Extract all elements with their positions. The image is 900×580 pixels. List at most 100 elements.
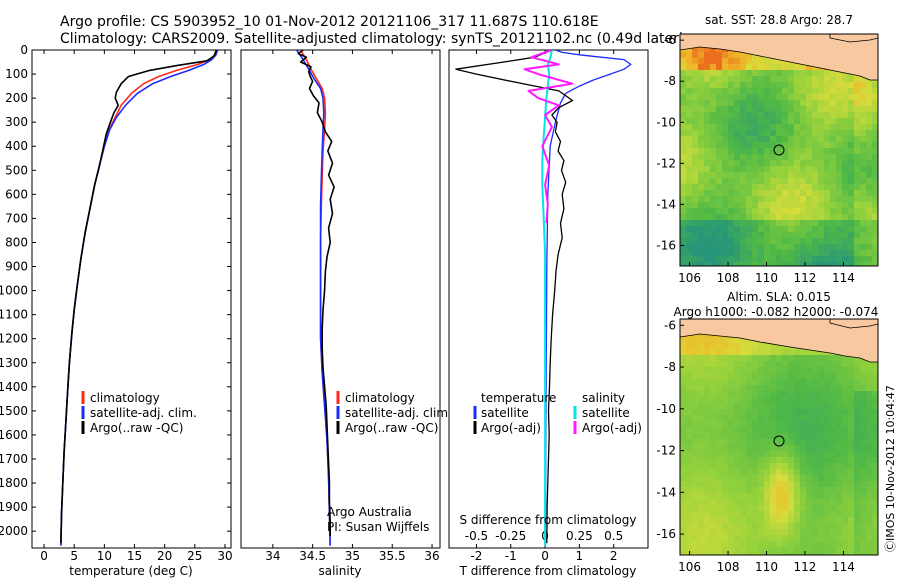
map-cell <box>770 517 777 524</box>
map-cell <box>830 541 837 548</box>
map-cell <box>686 505 693 512</box>
map-cell <box>704 445 711 452</box>
map-cell <box>848 499 855 506</box>
map-cell <box>776 487 783 494</box>
map-cell <box>794 190 801 197</box>
map-cell <box>830 403 837 410</box>
map-cell <box>740 184 747 191</box>
map-cell <box>776 214 783 221</box>
map-cell <box>794 202 801 209</box>
map-cell <box>740 214 747 221</box>
map-cell <box>806 220 813 227</box>
map-cell <box>854 415 861 422</box>
map-cell <box>686 421 693 428</box>
map-cell <box>728 553 735 555</box>
map-cell <box>746 142 753 149</box>
map-cell <box>746 124 753 131</box>
map-cell <box>764 547 771 554</box>
map-cell <box>800 415 807 422</box>
map-lon-label: 108 <box>717 271 740 285</box>
map-cell <box>722 196 729 203</box>
map-cell <box>758 373 765 380</box>
map-cell <box>788 70 795 77</box>
figure-title-line1: Argo profile: CS 5903952_10 01-Nov-2012 … <box>60 14 599 30</box>
map-cell <box>836 100 843 107</box>
map-cell <box>800 511 807 518</box>
map-cell <box>794 409 801 416</box>
map-cell <box>728 160 735 167</box>
map-cell <box>698 256 705 263</box>
map-cell <box>728 76 735 83</box>
map-cell <box>836 415 843 422</box>
map-cell <box>800 487 807 494</box>
map-cell <box>740 535 747 542</box>
map-cell <box>698 511 705 518</box>
map-cell <box>722 190 729 197</box>
map-cell <box>836 445 843 452</box>
map-cell <box>806 196 813 203</box>
map-cell <box>872 136 878 143</box>
map-cell <box>818 463 825 470</box>
map-cell <box>836 154 843 161</box>
map-cell <box>860 511 867 518</box>
map-cell <box>734 196 741 203</box>
map-cell <box>818 355 825 362</box>
map-cell <box>866 481 873 488</box>
map-cell <box>824 220 831 227</box>
map-cell <box>776 196 783 203</box>
series-s-argo <box>523 50 574 224</box>
sla-land <box>680 319 878 363</box>
map-cell <box>770 463 777 470</box>
map-cell <box>740 208 747 215</box>
map-cell <box>740 505 747 512</box>
map-cell <box>758 250 765 257</box>
map-cell <box>692 130 699 137</box>
map-cell <box>788 547 795 554</box>
map-cell <box>716 547 723 554</box>
map-cell <box>704 166 711 173</box>
map-cell <box>866 547 873 554</box>
map-cell <box>848 166 855 173</box>
map-cell <box>830 238 837 245</box>
map-cell <box>722 214 729 221</box>
map-cell <box>752 541 759 548</box>
map-cell <box>860 250 867 257</box>
map-cell <box>788 232 795 239</box>
map-cell <box>728 220 735 227</box>
map-cell <box>872 166 878 173</box>
map-cell <box>800 142 807 149</box>
map-cell <box>776 262 783 266</box>
map-cell <box>758 226 765 233</box>
map-cell <box>812 226 819 233</box>
map-cell <box>854 499 861 506</box>
map-cell <box>746 166 753 173</box>
map-cell <box>818 208 825 215</box>
map-cell <box>728 106 735 113</box>
map-cell <box>698 403 705 410</box>
map-lat-label: -16 <box>656 238 676 252</box>
map-cell <box>686 523 693 530</box>
map-cell <box>866 391 873 398</box>
legend-label-t-satellite: satellite <box>481 406 529 420</box>
map-cell <box>836 355 843 362</box>
map-cell <box>872 238 878 245</box>
map-cell <box>698 160 705 167</box>
map-cell <box>686 238 693 245</box>
map-cell <box>728 262 735 266</box>
map-cell <box>746 82 753 89</box>
map-cell <box>686 232 693 239</box>
map-cell <box>704 202 711 209</box>
map-cell <box>788 367 795 374</box>
map-cell <box>842 112 849 119</box>
map-cell <box>764 463 771 470</box>
map-cell <box>758 58 765 65</box>
map-cell <box>794 433 801 440</box>
map-cell <box>794 439 801 446</box>
map-cell <box>776 373 783 380</box>
map-cell <box>824 499 831 506</box>
map-cell <box>716 523 723 530</box>
map-cell <box>860 256 867 263</box>
map-cell <box>788 160 795 167</box>
map-cell <box>788 118 795 125</box>
map-cell <box>854 256 861 263</box>
